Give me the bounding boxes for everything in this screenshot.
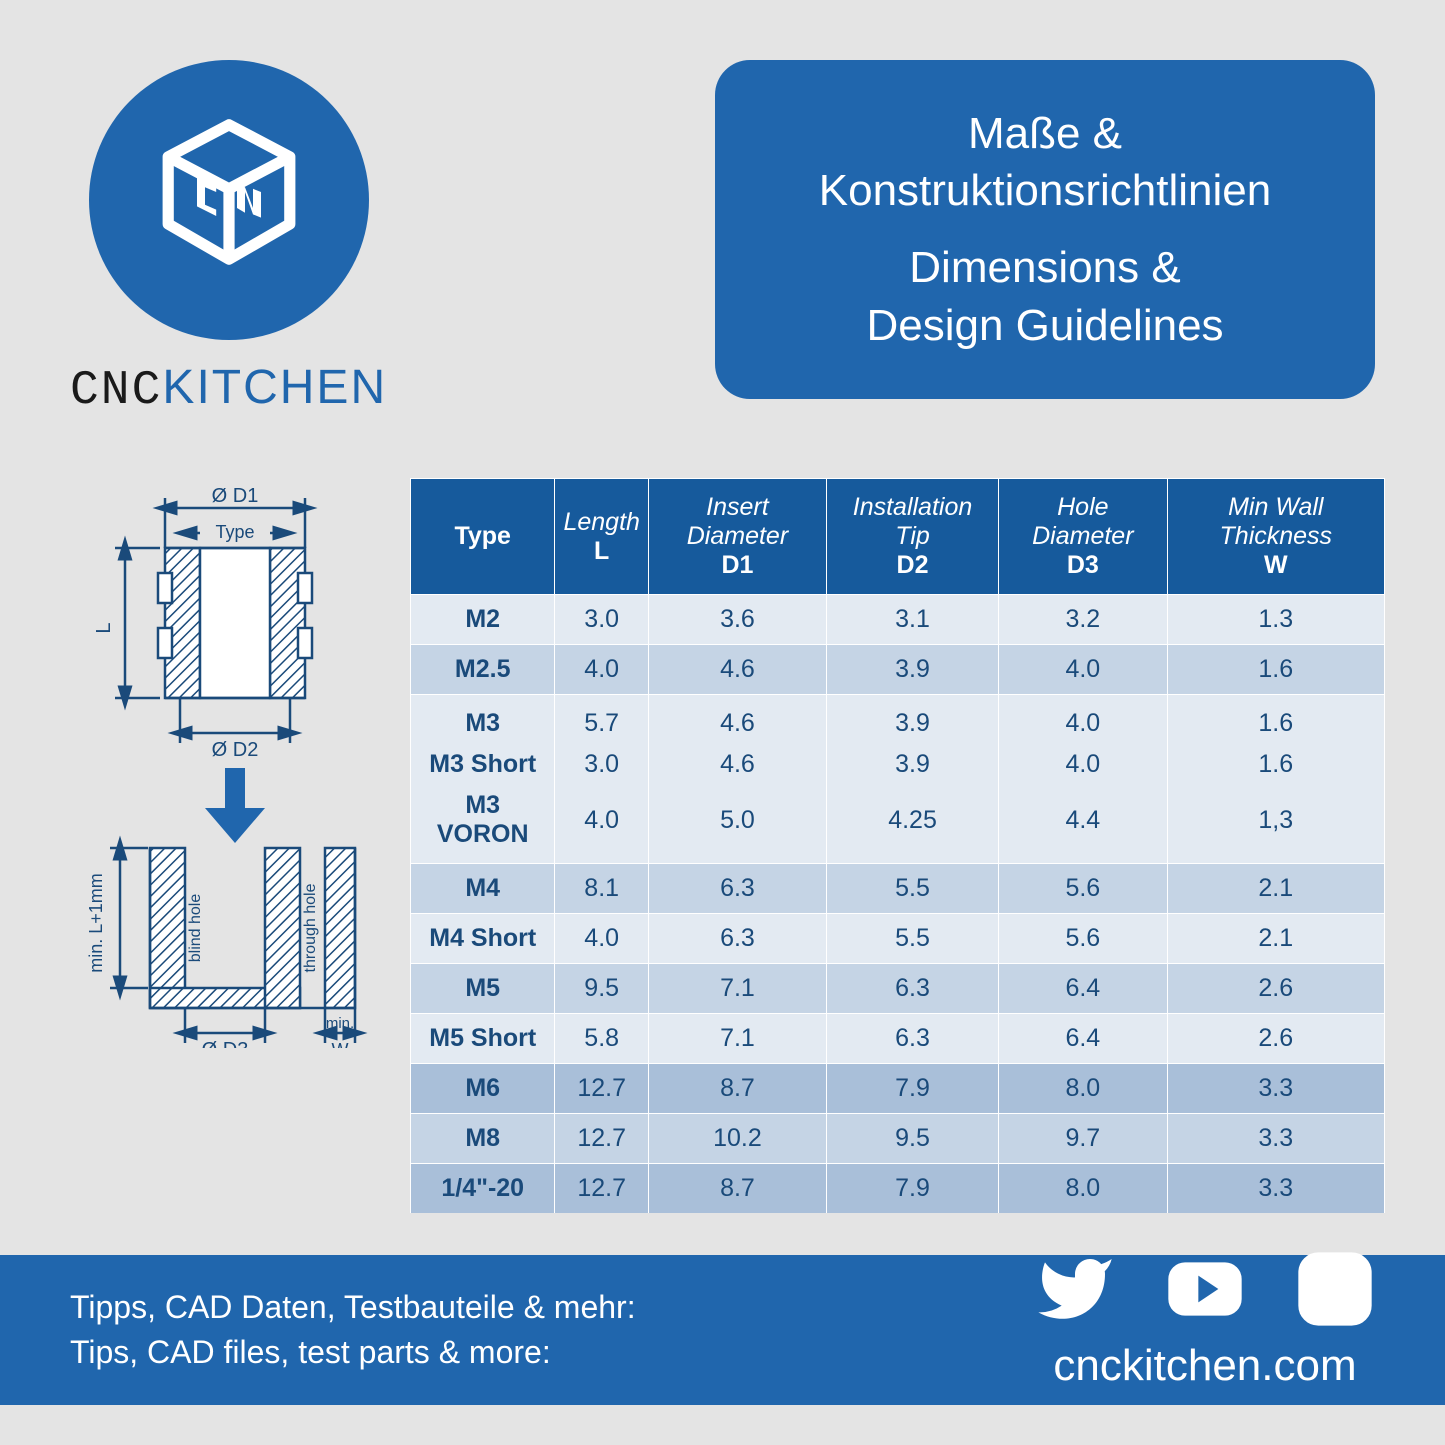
- footer-url[interactable]: cnckitchen.com: [1035, 1341, 1375, 1391]
- th-length: LengthL: [555, 479, 648, 595]
- th-type: Type: [411, 479, 555, 595]
- social-icons: [1035, 1249, 1375, 1329]
- footer-text: Tipps, CAD Daten, Testbauteile & mehr: T…: [70, 1285, 1035, 1375]
- title-german: Maße & Konstruktionsrichtlinien: [775, 105, 1315, 219]
- youtube-icon[interactable]: [1165, 1249, 1245, 1329]
- svg-text:Ø D2: Ø D2: [212, 739, 259, 761]
- table-row: M23.03.63.13.21.3: [411, 595, 1385, 645]
- table-row: M2.54.04.63.94.01.6: [411, 645, 1385, 695]
- brand-wordmark: CNCKITCHEN: [70, 360, 387, 418]
- brand-text-kitchen: KITCHEN: [162, 361, 387, 414]
- logo-circle: [89, 60, 369, 340]
- table-row: M4 Short4.06.35.55.62.1: [411, 914, 1385, 964]
- table-row: M3 Short3.04.63.94.01.6: [411, 744, 1385, 785]
- title-english: Dimensions & Design Guidelines: [775, 239, 1315, 353]
- brand-logo: CNCKITCHEN: [70, 60, 387, 418]
- svg-text:Type: Type: [215, 522, 254, 542]
- th-w: Min Wall ThicknessW: [1167, 479, 1384, 595]
- svg-text:W: W: [332, 1040, 349, 1048]
- title-box: Maße & Konstruktionsrichtlinien Dimensio…: [715, 60, 1375, 399]
- svg-text:min.: min.: [326, 1015, 354, 1032]
- table-row: 1/4"-2012.78.77.98.03.3: [411, 1164, 1385, 1214]
- svg-text:L: L: [93, 622, 115, 633]
- svg-text:through hole: through hole: [302, 883, 319, 972]
- table-row: M59.57.16.36.42.6: [411, 964, 1385, 1014]
- th-d1: Insert DiameterD1: [648, 479, 826, 595]
- th-d2: Installation TipD2: [826, 479, 998, 595]
- th-d3: Hole DiameterD3: [999, 479, 1168, 595]
- dimensions-table: Type LengthL Insert DiameterD1 Installat…: [410, 478, 1385, 1213]
- brand-text-cnc: CNC: [70, 364, 162, 418]
- table-row: M35.74.63.94.01.6: [411, 695, 1385, 745]
- svg-text:Ø D1: Ø D1: [212, 488, 259, 507]
- svg-text:Ø D3: Ø D3: [202, 1039, 249, 1048]
- svg-text:blind hole: blind hole: [187, 894, 204, 963]
- table-row: M812.710.29.59.73.3: [411, 1114, 1385, 1164]
- cube-icon: [149, 112, 309, 272]
- table-row: M48.16.35.55.62.1: [411, 864, 1385, 914]
- table-row: M5 Short5.87.16.36.42.6: [411, 1014, 1385, 1064]
- instagram-icon[interactable]: [1295, 1249, 1375, 1329]
- twitter-icon[interactable]: [1035, 1249, 1115, 1329]
- svg-text:min. L+1mm: min. L+1mm: [86, 873, 106, 973]
- table-row: M612.78.77.98.03.3: [411, 1064, 1385, 1114]
- table-row: M3 VORON4.05.04.254.41,3: [411, 785, 1385, 864]
- technical-diagram: Ø D1 Type L: [60, 478, 380, 1213]
- footer: Tipps, CAD Daten, Testbauteile & mehr: T…: [0, 1215, 1445, 1445]
